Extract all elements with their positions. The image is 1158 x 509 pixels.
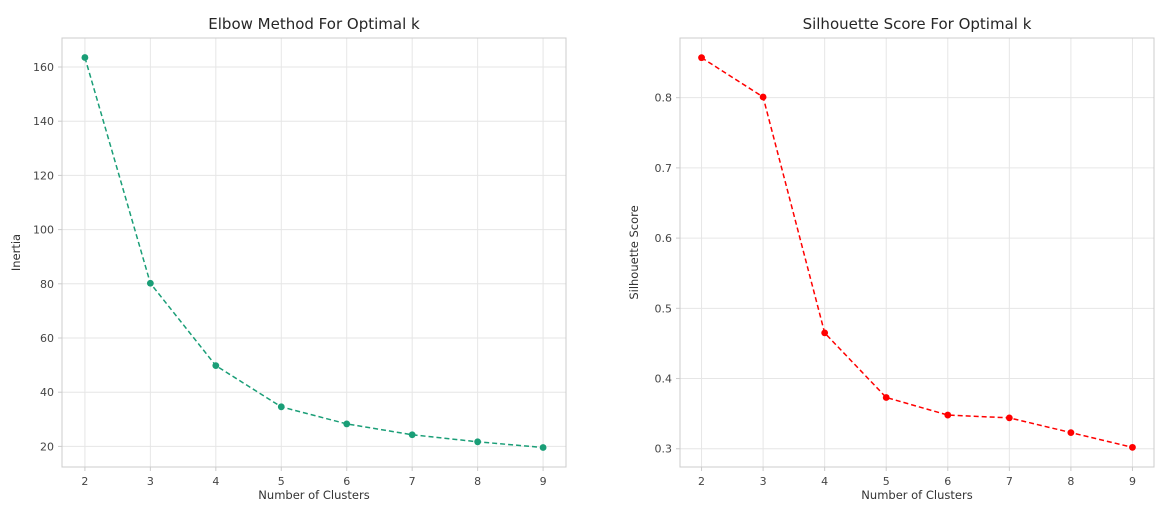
silhouette-x-tick-label: 5	[883, 475, 890, 488]
elbow-data-point	[81, 54, 89, 61]
elbow-y-tick-label: 60	[40, 332, 54, 345]
silhouette-x-tick-label: 7	[1006, 475, 1013, 488]
silhouette-data-point	[1005, 414, 1013, 422]
elbow-y-tick-label: 160	[33, 61, 54, 74]
elbow-data-point	[474, 438, 482, 446]
elbow-data-point	[277, 403, 285, 411]
silhouette-x-axis-label: Number of Clusters	[861, 488, 972, 502]
elbow-x-tick-label: 4	[212, 475, 219, 488]
silhouette-data-point	[821, 329, 829, 337]
silhouette-y-tick-label: 0.8	[655, 92, 673, 105]
elbow-data-point	[212, 362, 220, 370]
elbow-x-tick-label: 7	[409, 475, 416, 488]
elbow-x-tick-label: 2	[81, 475, 88, 488]
elbow-y-tick-label: 40	[40, 386, 54, 399]
silhouette-chart-title: Silhouette Score For Optimal k	[803, 15, 1032, 33]
elbow-data-point	[146, 279, 154, 287]
silhouette-chart: 2 3 4 5 6 7 8 9 0.3 0.4 0.5 0.6 0.7 0.8 Silhouette Sco…	[627, 15, 1155, 502]
silhouette-y-tick-label: 0.7	[655, 162, 673, 175]
elbow-x-tick-label: 9	[540, 475, 547, 488]
elbow-chart: 2 3 4 5 6 7 8 9 20 40 60 80 100 120 140 160 Elbow Method…	[9, 15, 567, 502]
silhouette-data-point	[1129, 443, 1136, 451]
silhouette-data-point	[882, 394, 890, 401]
elbow-x-tick-label: 8	[474, 475, 481, 488]
elbow-x-tick-label: 5	[278, 475, 285, 488]
silhouette-x-tick-label: 6	[944, 475, 951, 488]
silhouette-y-tick-label: 0.5	[655, 302, 673, 315]
elbow-x-tick-label: 6	[343, 475, 350, 488]
silhouette-data-point	[759, 93, 767, 101]
silhouette-data-point	[698, 54, 705, 62]
silhouette-x-tick-label: 9	[1129, 475, 1136, 488]
elbow-chart-title: Elbow Method For Optimal k	[208, 15, 420, 33]
elbow-data-point	[343, 420, 351, 428]
elbow-x-tick-label: 3	[147, 475, 154, 488]
silhouette-plot-frame	[679, 37, 1155, 468]
silhouette-data-point	[944, 411, 952, 419]
elbow-plot-frame	[61, 37, 567, 468]
elbow-y-tick-label: 140	[33, 115, 54, 128]
silhouette-x-tick-label: 8	[1067, 475, 1074, 488]
elbow-y-tick-label: 100	[33, 224, 54, 237]
elbow-y-tick-label: 120	[33, 169, 54, 182]
silhouette-x-tick-label: 2	[698, 475, 705, 488]
elbow-series-line	[84, 57, 544, 449]
silhouette-y-tick-label: 0.3	[655, 443, 673, 456]
silhouette-x-tick-label: 4	[821, 475, 828, 488]
elbow-x-axis-label: Number of Clusters	[258, 488, 369, 502]
silhouette-y-tick-label: 0.4	[655, 373, 673, 386]
silhouette-data-point	[1067, 429, 1075, 436]
elbow-y-tick-label: 20	[40, 440, 54, 453]
silhouette-y-axis-label: Silhouette Score	[627, 205, 641, 299]
elbow-y-tick-label: 80	[40, 278, 54, 291]
silhouette-x-tick-label: 3	[760, 475, 767, 488]
elbow-y-axis-label: Inertia	[9, 234, 23, 271]
silhouette-series-line	[701, 57, 1133, 449]
elbow-data-point	[539, 444, 547, 451]
elbow-data-point	[408, 431, 416, 439]
silhouette-y-tick-label: 0.6	[655, 232, 673, 245]
